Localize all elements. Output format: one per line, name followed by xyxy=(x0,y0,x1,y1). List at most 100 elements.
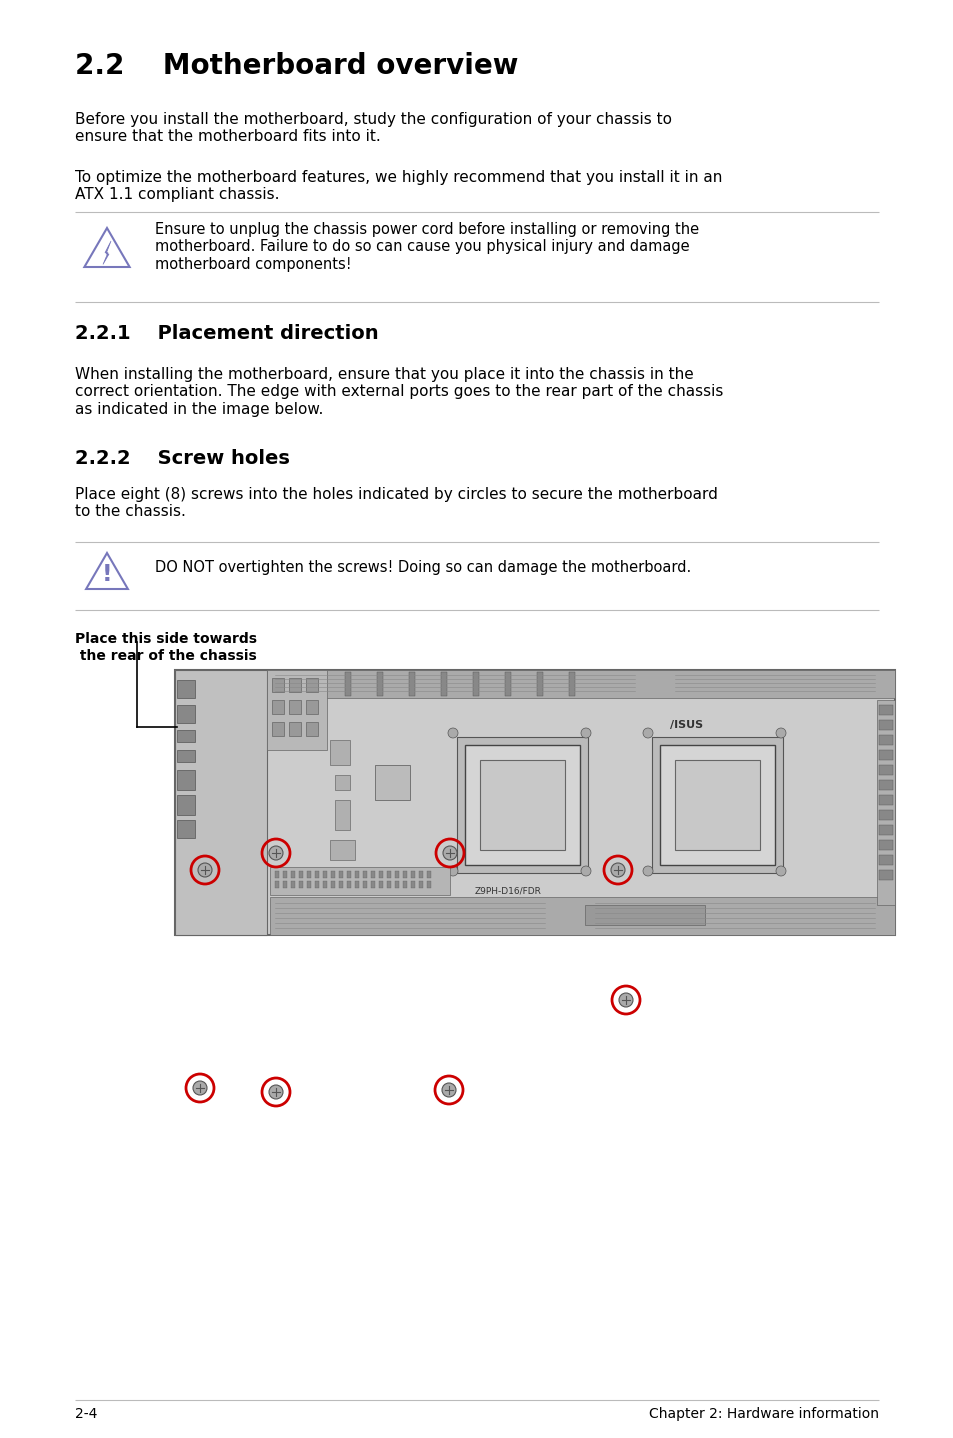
Bar xyxy=(395,871,398,879)
Bar xyxy=(330,840,355,860)
Bar xyxy=(289,700,301,715)
Bar xyxy=(395,881,398,889)
Bar xyxy=(177,731,194,742)
Text: !: ! xyxy=(102,564,112,587)
Bar xyxy=(427,881,431,889)
Text: Ensure to unplug the chassis power cord before installing or removing the
mother: Ensure to unplug the chassis power cord … xyxy=(154,221,699,272)
Bar xyxy=(306,700,317,715)
Bar xyxy=(387,871,391,879)
Bar xyxy=(345,672,351,696)
Bar xyxy=(878,705,892,715)
Bar xyxy=(306,722,317,736)
Bar xyxy=(274,871,278,879)
Polygon shape xyxy=(103,242,111,265)
Bar xyxy=(272,700,284,715)
Text: /ISUS: /ISUS xyxy=(669,720,702,731)
Circle shape xyxy=(775,866,785,876)
Bar xyxy=(878,779,892,789)
Bar xyxy=(464,745,579,866)
Bar xyxy=(291,881,294,889)
Bar xyxy=(355,881,358,889)
Bar xyxy=(456,738,587,873)
Bar xyxy=(473,672,478,696)
Bar xyxy=(363,871,367,879)
Bar xyxy=(270,897,894,935)
Bar xyxy=(335,800,350,830)
Bar xyxy=(272,677,284,692)
Text: the rear of the chassis: the rear of the chassis xyxy=(75,649,256,663)
Circle shape xyxy=(642,728,652,738)
Bar xyxy=(307,871,311,879)
Bar xyxy=(289,677,301,692)
Text: To optimize the motherboard features, we highly recommend that you install it in: To optimize the motherboard features, we… xyxy=(75,170,721,203)
Bar xyxy=(651,738,782,873)
Text: 2.2.2    Screw holes: 2.2.2 Screw holes xyxy=(75,449,290,467)
Bar xyxy=(355,871,358,879)
Bar xyxy=(878,840,892,850)
Bar xyxy=(283,871,287,879)
Bar xyxy=(584,905,704,925)
Bar xyxy=(440,672,447,696)
Bar xyxy=(479,761,564,850)
Bar xyxy=(371,881,375,889)
Text: Place eight (8) screws into the holes indicated by circles to secure the motherb: Place eight (8) screws into the holes in… xyxy=(75,487,717,519)
Text: When installing the motherboard, ensure that you place it into the chassis in th: When installing the motherboard, ensure … xyxy=(75,367,722,417)
Circle shape xyxy=(448,866,457,876)
Bar xyxy=(289,722,301,736)
Bar xyxy=(418,871,422,879)
Bar xyxy=(298,881,303,889)
Bar xyxy=(402,881,407,889)
Circle shape xyxy=(269,1086,283,1099)
Bar xyxy=(878,795,892,805)
Circle shape xyxy=(642,866,652,876)
Text: Place this side towards: Place this side towards xyxy=(75,631,256,646)
Circle shape xyxy=(198,863,212,877)
Circle shape xyxy=(580,728,590,738)
Circle shape xyxy=(448,728,457,738)
Bar xyxy=(307,881,311,889)
Bar xyxy=(347,871,351,879)
Bar xyxy=(330,741,350,765)
Text: Before you install the motherboard, study the configuration of your chassis to
e: Before you install the motherboard, stud… xyxy=(75,112,671,144)
Text: 2-4: 2-4 xyxy=(75,1406,97,1421)
Bar xyxy=(878,810,892,820)
Bar xyxy=(331,881,335,889)
Bar xyxy=(878,765,892,775)
Bar xyxy=(274,881,278,889)
Bar xyxy=(659,745,774,866)
Circle shape xyxy=(618,994,633,1007)
Bar xyxy=(338,881,343,889)
Text: DO NOT overtighten the screws! Doing so can damage the motherboard.: DO NOT overtighten the screws! Doing so … xyxy=(154,559,691,575)
Circle shape xyxy=(610,863,624,877)
Bar xyxy=(409,672,415,696)
Circle shape xyxy=(441,1083,456,1097)
Bar xyxy=(298,871,303,879)
Bar xyxy=(177,820,194,838)
Bar xyxy=(177,795,194,815)
Bar xyxy=(174,670,267,935)
Bar xyxy=(504,672,511,696)
Text: Z9PH-D16/FDR: Z9PH-D16/FDR xyxy=(475,887,541,896)
Bar xyxy=(418,881,422,889)
Circle shape xyxy=(442,846,456,860)
Bar xyxy=(335,775,350,789)
Bar xyxy=(347,881,351,889)
Bar xyxy=(270,867,450,894)
Bar xyxy=(314,871,318,879)
Text: Chapter 2: Hardware information: Chapter 2: Hardware information xyxy=(648,1406,878,1421)
Bar xyxy=(378,871,382,879)
Bar xyxy=(411,871,415,879)
Bar xyxy=(376,672,382,696)
Bar xyxy=(878,735,892,745)
Bar xyxy=(338,871,343,879)
Bar xyxy=(177,705,194,723)
Circle shape xyxy=(580,866,590,876)
Circle shape xyxy=(775,728,785,738)
Bar xyxy=(411,881,415,889)
Bar xyxy=(402,871,407,879)
Bar xyxy=(283,881,287,889)
Bar xyxy=(177,769,194,789)
Circle shape xyxy=(269,846,283,860)
Bar xyxy=(878,751,892,761)
Bar xyxy=(331,871,335,879)
